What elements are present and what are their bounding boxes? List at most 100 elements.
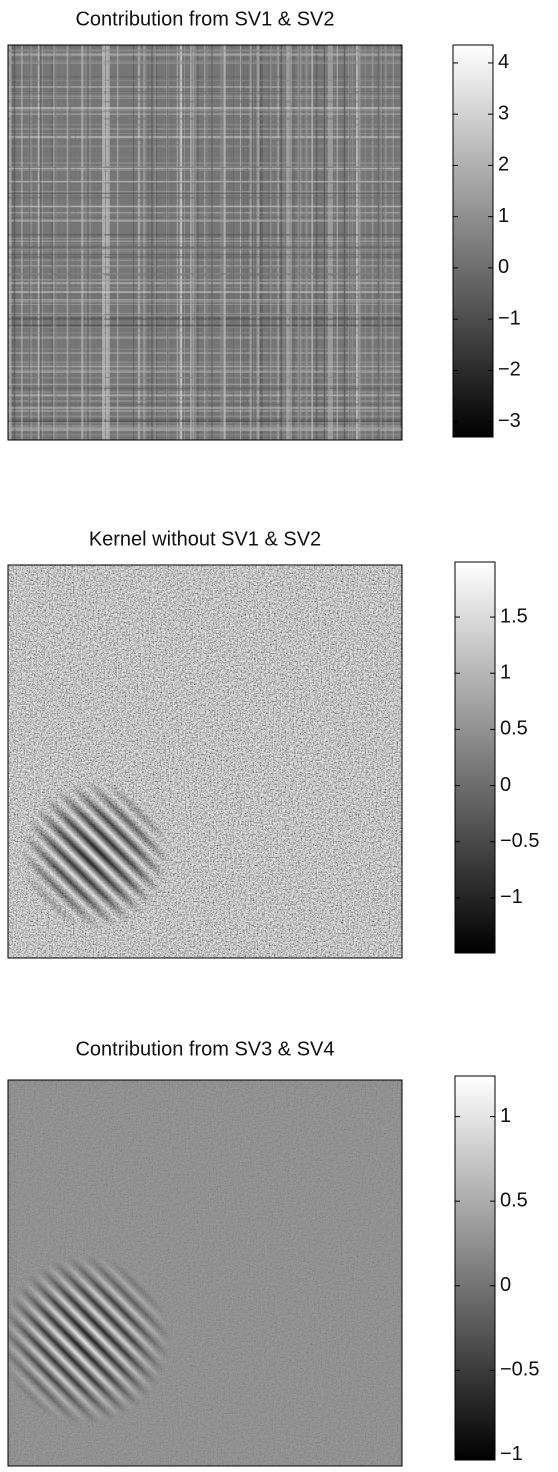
image-texture bbox=[8, 352, 402, 354]
image-texture bbox=[220, 45, 222, 440]
colorbar-tick-label: 1 bbox=[498, 205, 509, 227]
image-texture bbox=[206, 45, 209, 440]
image-texture bbox=[139, 45, 141, 440]
image-texture bbox=[145, 45, 147, 440]
image-texture bbox=[154, 45, 156, 440]
image-texture bbox=[8, 113, 402, 116]
image-texture bbox=[143, 45, 146, 440]
image-texture bbox=[8, 407, 402, 410]
image-texture bbox=[8, 289, 402, 291]
panel-title: Contribution from SV1 & SV2 bbox=[75, 8, 334, 30]
image-texture bbox=[8, 313, 402, 316]
image-texture bbox=[8, 377, 402, 379]
image-texture bbox=[8, 387, 402, 390]
colorbar-tick-label: −3 bbox=[498, 410, 521, 432]
image-texture bbox=[69, 45, 71, 440]
image-texture bbox=[8, 166, 402, 169]
image-texture bbox=[8, 300, 402, 302]
image-texture bbox=[40, 45, 42, 440]
image-texture bbox=[8, 170, 402, 172]
image-texture bbox=[8, 248, 402, 250]
colorbar-tick-label: 1.5 bbox=[500, 605, 528, 627]
colorbar-tick-label: −1 bbox=[498, 307, 521, 329]
colorbar bbox=[454, 1075, 496, 1461]
image-texture bbox=[329, 45, 331, 440]
image-texture bbox=[8, 80, 402, 81]
image-texture bbox=[270, 45, 272, 440]
image-texture bbox=[8, 273, 402, 275]
image-frame bbox=[7, 1079, 403, 1467]
image-texture bbox=[138, 45, 140, 440]
image-texture bbox=[8, 424, 402, 427]
image-texture bbox=[55, 45, 57, 440]
image-texture bbox=[8, 106, 402, 110]
image-texture bbox=[8, 274, 402, 277]
image-texture bbox=[81, 45, 84, 440]
image-texture bbox=[8, 97, 402, 99]
image-texture bbox=[336, 45, 338, 440]
image-texture bbox=[8, 240, 402, 242]
image-texture bbox=[8, 109, 402, 112]
image-texture bbox=[61, 45, 63, 440]
image-texture bbox=[256, 45, 258, 440]
colorbar-tick-label: 0 bbox=[498, 256, 509, 278]
image-texture bbox=[8, 420, 402, 422]
image-texture bbox=[8, 117, 402, 120]
image-texture bbox=[133, 45, 135, 440]
image-texture bbox=[153, 45, 155, 440]
image-texture bbox=[377, 45, 380, 440]
image-texture bbox=[31, 45, 33, 440]
image-frame bbox=[7, 564, 403, 959]
image-texture bbox=[366, 45, 367, 440]
image-texture bbox=[261, 45, 263, 440]
image-texture bbox=[89, 45, 91, 440]
image-texture bbox=[87, 45, 89, 440]
image-texture bbox=[8, 234, 402, 236]
image-texture bbox=[8, 291, 402, 294]
image-texture bbox=[8, 370, 402, 373]
image-texture bbox=[8, 287, 402, 289]
image-texture bbox=[8, 403, 402, 406]
image-texture bbox=[8, 279, 402, 281]
image-texture bbox=[399, 45, 401, 440]
image-texture bbox=[66, 45, 68, 440]
image-texture bbox=[8, 336, 402, 339]
image-texture bbox=[8, 49, 402, 52]
image-texture bbox=[176, 45, 178, 440]
image-texture bbox=[385, 45, 387, 440]
image-texture bbox=[243, 45, 245, 440]
image-texture bbox=[102, 45, 105, 440]
image-frame bbox=[7, 44, 403, 441]
image-texture bbox=[8, 399, 402, 401]
image-texture bbox=[8, 297, 402, 299]
image-texture bbox=[291, 45, 293, 440]
image-texture bbox=[8, 197, 402, 199]
image-texture bbox=[383, 45, 385, 440]
colorbar-tick-label: 3 bbox=[498, 102, 509, 124]
image-texture bbox=[8, 138, 402, 140]
image-texture bbox=[8, 190, 402, 193]
image-texture bbox=[86, 45, 88, 440]
colorbar bbox=[454, 561, 496, 954]
image-texture bbox=[116, 45, 119, 440]
image-texture bbox=[8, 169, 402, 170]
image-texture bbox=[51, 45, 54, 440]
image-texture bbox=[75, 45, 76, 440]
image-texture bbox=[8, 318, 402, 321]
image-texture bbox=[8, 86, 402, 89]
image-texture bbox=[38, 45, 40, 440]
image-texture bbox=[254, 45, 256, 440]
image-texture bbox=[179, 45, 181, 440]
colorbar-tick-label: −1 bbox=[500, 1443, 523, 1465]
image-texture bbox=[180, 45, 182, 440]
colorbar-tick-label: 0.5 bbox=[500, 1189, 528, 1211]
image-texture bbox=[8, 95, 402, 97]
image-texture bbox=[13, 45, 16, 440]
image-texture bbox=[8, 45, 11, 440]
image-texture bbox=[8, 180, 402, 183]
panel: Kernel without SV1 & SV2 1.5 1 0.5 0 −0.5 −1 bbox=[7, 528, 539, 959]
image-texture bbox=[8, 361, 402, 364]
image-texture bbox=[8, 396, 402, 398]
image-texture bbox=[8, 60, 402, 63]
